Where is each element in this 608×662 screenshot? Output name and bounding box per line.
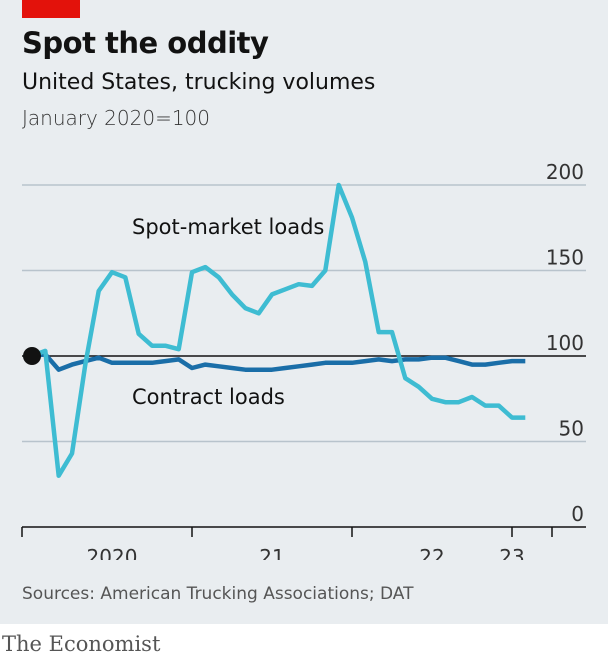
series-lines bbox=[23, 182, 526, 478]
y-tick-label-0: 0 bbox=[571, 502, 584, 526]
trucking-volumes-chart: 0 50 100 150 200 2020 21 22 23 Spot-market load… bbox=[21, 160, 586, 560]
x-tick-label-23: 23 bbox=[499, 545, 524, 560]
x-tick-label-22: 22 bbox=[419, 545, 444, 560]
series-line-contract bbox=[31, 352, 526, 372]
series-annotations: Spot-market loads Contract loads bbox=[132, 215, 324, 409]
chart-subtitle: United States, trucking volumes bbox=[22, 70, 376, 95]
brand-logo-text: The Economist bbox=[2, 632, 161, 656]
x-tick-label-21: 21 bbox=[259, 545, 284, 560]
y-tick-label-150: 150 bbox=[546, 246, 584, 270]
index-start-dot bbox=[23, 347, 41, 365]
y-tick-label-50: 50 bbox=[559, 417, 584, 441]
gridlines bbox=[22, 184, 586, 443]
series-line-spot-market bbox=[31, 182, 526, 478]
chart-title: Spot the oddity bbox=[22, 26, 269, 60]
chart-unit-label: January 2020=100 bbox=[22, 106, 211, 130]
y-axis-ticks: 0 50 100 150 200 bbox=[546, 160, 584, 526]
annotation-spot-market-loads: Spot-market loads bbox=[132, 215, 324, 239]
x-axis: 2020 21 22 23 bbox=[21, 526, 586, 560]
brand-accent-tag bbox=[22, 0, 80, 18]
y-tick-label-100: 100 bbox=[546, 331, 584, 355]
x-tick-label-2020: 2020 bbox=[87, 545, 138, 560]
source-note: Sources: American Trucking Associations;… bbox=[22, 584, 414, 604]
brand-footer-bar bbox=[0, 624, 608, 662]
y-tick-label-200: 200 bbox=[546, 160, 584, 184]
annotation-contract-loads: Contract loads bbox=[132, 385, 285, 409]
